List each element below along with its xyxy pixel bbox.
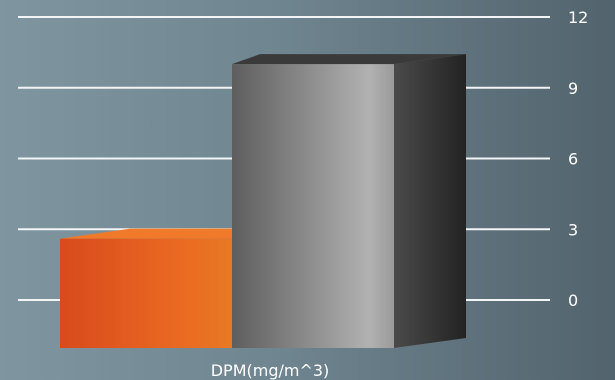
bar-side [394, 54, 466, 349]
y-tick-labels: 0 3 6 9 12 [568, 8, 588, 310]
bar-top [232, 54, 466, 65]
y-tick-label: 0 [568, 291, 578, 310]
y-tick-label: 6 [568, 150, 578, 169]
y-tick-label: 3 [568, 220, 578, 239]
bar-1 [232, 54, 466, 349]
y-tick-label: 9 [568, 79, 578, 98]
bar-0 [60, 228, 247, 348]
y-tick-label: 12 [568, 8, 588, 27]
bar-front [232, 64, 394, 349]
bars [60, 54, 466, 349]
x-axis-label: DPM(mg/m^3) [211, 361, 330, 380]
bar-top [60, 228, 247, 239]
bar-front [60, 238, 235, 348]
